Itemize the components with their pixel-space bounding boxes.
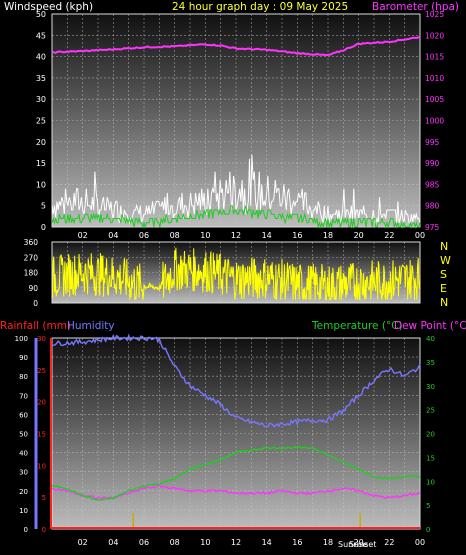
wind-tick-label: 20 <box>36 138 46 147</box>
hour-tick-label: 02 <box>78 538 88 547</box>
hour-tick-label: 06 <box>139 538 149 547</box>
temperature-tick-label: 25 <box>426 407 435 415</box>
humidity-tick-label: 0 <box>24 526 28 534</box>
hour-tick-label: 02 <box>78 231 88 240</box>
temperature-tick-label: 20 <box>426 431 435 439</box>
barometer-axis-label: Barometer (hpa) <box>372 1 459 13</box>
hour-tick-label: 16 <box>292 538 302 547</box>
barometer-line <box>51 35 421 57</box>
wind-tick-label: 45 <box>36 31 46 40</box>
hour-tick-label: 12 <box>231 538 241 547</box>
direction-tick-label: 360 <box>24 238 39 247</box>
dewpoint-axis-label: Dew Point (°C) <box>394 320 466 332</box>
hour-tick-label: 22 <box>384 538 394 547</box>
hour-tick-label: 04 <box>108 231 118 240</box>
temperature-tick-label: 15 <box>426 454 435 462</box>
humidity-tick-label: 40 <box>19 450 28 458</box>
compass-n-top: N <box>440 240 448 253</box>
barometer-tick-label: 990 <box>425 159 440 168</box>
humidity-tick-label: 100 <box>15 335 28 343</box>
direction-tick-label: 180 <box>24 269 39 278</box>
rainfall-tick-label: 15 <box>37 431 46 439</box>
direction-tick-label: 90 <box>28 284 38 293</box>
hour-tick-label: 14 <box>262 538 272 547</box>
hour-tick-label: 06 <box>139 231 149 240</box>
rainfall-axis-label: Rainfall (mm) <box>0 320 71 332</box>
chart-title: 24 hour graph day : 09 May 2025 <box>172 1 348 13</box>
humidity-tick-label: 70 <box>19 392 28 400</box>
wind-tick-label: 30 <box>36 95 46 104</box>
barometer-tick-label: 985 <box>425 180 440 189</box>
compass-s: S <box>440 268 447 281</box>
hour-tick-label: 14 <box>262 231 272 240</box>
hour-tick-label: 10 <box>200 231 210 240</box>
humidity-tick-label: 80 <box>19 373 28 381</box>
wind-tick-label: 0 <box>41 223 46 232</box>
direction-tick-label: 270 <box>24 253 39 262</box>
wind-direction-line <box>51 247 421 301</box>
barometer-tick-label: 1000 <box>425 117 444 126</box>
wind-average-line <box>51 205 421 229</box>
barometer-tick-label: 980 <box>425 202 440 211</box>
barometer-tick-label: 995 <box>425 138 440 147</box>
temperature-tick-label: 30 <box>426 383 435 391</box>
barometer-tick-label: 1025 <box>425 10 444 19</box>
hour-tick-label: 10 <box>200 538 210 547</box>
humidity-tick-label: 10 <box>19 507 28 515</box>
humidity-line <box>51 333 421 428</box>
barometer-tick-label: 1005 <box>425 95 444 104</box>
hour-tick-label: 08 <box>170 538 180 547</box>
wind-tick-label: 15 <box>36 159 46 168</box>
wind-tick-label: 10 <box>36 180 46 189</box>
wind-tick-label: 5 <box>41 202 46 211</box>
humidity-tick-label: 50 <box>19 431 28 439</box>
hour-tick-label: 20 <box>354 538 364 547</box>
hour-tick-label: 00 <box>415 231 425 240</box>
compass-w: W <box>440 254 451 267</box>
direction-tick-label: 0 <box>33 299 38 308</box>
temperature-tick-label: 35 <box>426 359 435 367</box>
hour-tick-label: 20 <box>354 231 364 240</box>
rainfall-tick-label: 25 <box>37 367 46 375</box>
rainfall-tick-label: 10 <box>37 462 46 470</box>
hour-tick-label: 18 <box>323 231 333 240</box>
wind-axis-label: Windspeed (kph) <box>4 1 93 13</box>
wind-tick-label: 25 <box>36 117 46 126</box>
compass-n-bottom: N <box>440 296 448 309</box>
barometer-tick-label: 1010 <box>425 74 444 83</box>
temperature-tick-label: 0 <box>426 526 430 534</box>
hour-tick-label: 08 <box>170 231 180 240</box>
temperature-tick-label: 40 <box>426 335 435 343</box>
hour-tick-label: 12 <box>231 231 241 240</box>
temperature-tick-label: 10 <box>426 478 435 486</box>
compass-e: E <box>440 282 447 295</box>
hour-tick-label: 00 <box>415 538 425 547</box>
hour-tick-label: 04 <box>108 538 118 547</box>
wind-tick-label: 50 <box>36 10 46 19</box>
rainfall-tick-label: 30 <box>37 335 46 343</box>
rainfall-tick-label: 0 <box>42 526 46 534</box>
sunset-label: Sunset <box>349 540 376 549</box>
hour-tick-label: 22 <box>384 231 394 240</box>
temperature-tick-label: 5 <box>426 502 430 510</box>
rainfall-tick-label: 20 <box>37 399 46 407</box>
humidity-tick-label: 30 <box>19 469 28 477</box>
rainfall-tick-label: 5 <box>42 494 46 502</box>
wind-tick-label: 40 <box>36 53 46 62</box>
humidity-axis-label: Humidity <box>67 320 115 332</box>
barometer-tick-label: 975 <box>425 223 440 232</box>
wind-tick-label: 35 <box>36 74 46 83</box>
temperature-axis-label: Temperature (°C) <box>311 320 403 332</box>
humidity-tick-label: 60 <box>19 411 28 419</box>
temperature-line <box>51 446 421 501</box>
barometer-tick-label: 1015 <box>425 53 444 62</box>
hour-tick-label: 16 <box>292 231 302 240</box>
hour-tick-label: 18 <box>323 538 333 547</box>
sunrise-label: Sunrise <box>338 540 368 549</box>
barometer-tick-label: 1020 <box>425 31 444 40</box>
humidity-tick-label: 20 <box>19 488 28 496</box>
humidity-tick-label: 90 <box>19 354 28 362</box>
